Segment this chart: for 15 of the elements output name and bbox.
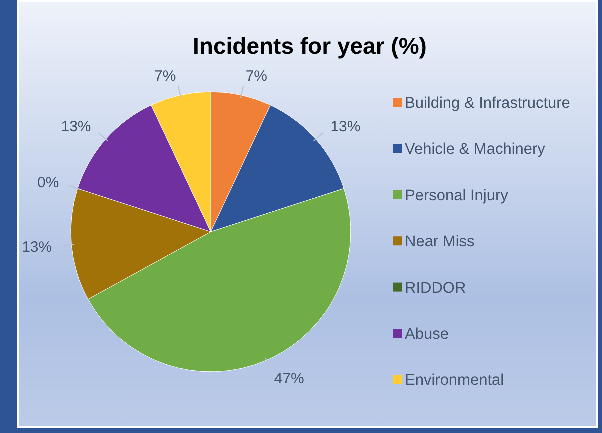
legend-label: Near Miss (405, 234, 476, 251)
legend-label: Vehicle & Machinery (405, 141, 546, 158)
slice-label: Personal Injury (405, 187, 509, 204)
legend-label: Building & Infrastructure (405, 95, 570, 112)
data-label: 7% (154, 68, 176, 86)
data-label: 47% (274, 370, 304, 388)
legend-label: Abuse (405, 326, 449, 343)
text: 0% (38, 174, 60, 192)
data-label: 13% (330, 118, 361, 136)
chart-title: Incidents for year (%) (193, 33, 427, 59)
data-label: 13% (61, 118, 92, 136)
data-label: 13% (22, 239, 52, 256)
legend-label: Environmental (405, 372, 504, 390)
data-label: 7% (246, 68, 268, 86)
legend-label: RIDDOR (405, 280, 466, 297)
